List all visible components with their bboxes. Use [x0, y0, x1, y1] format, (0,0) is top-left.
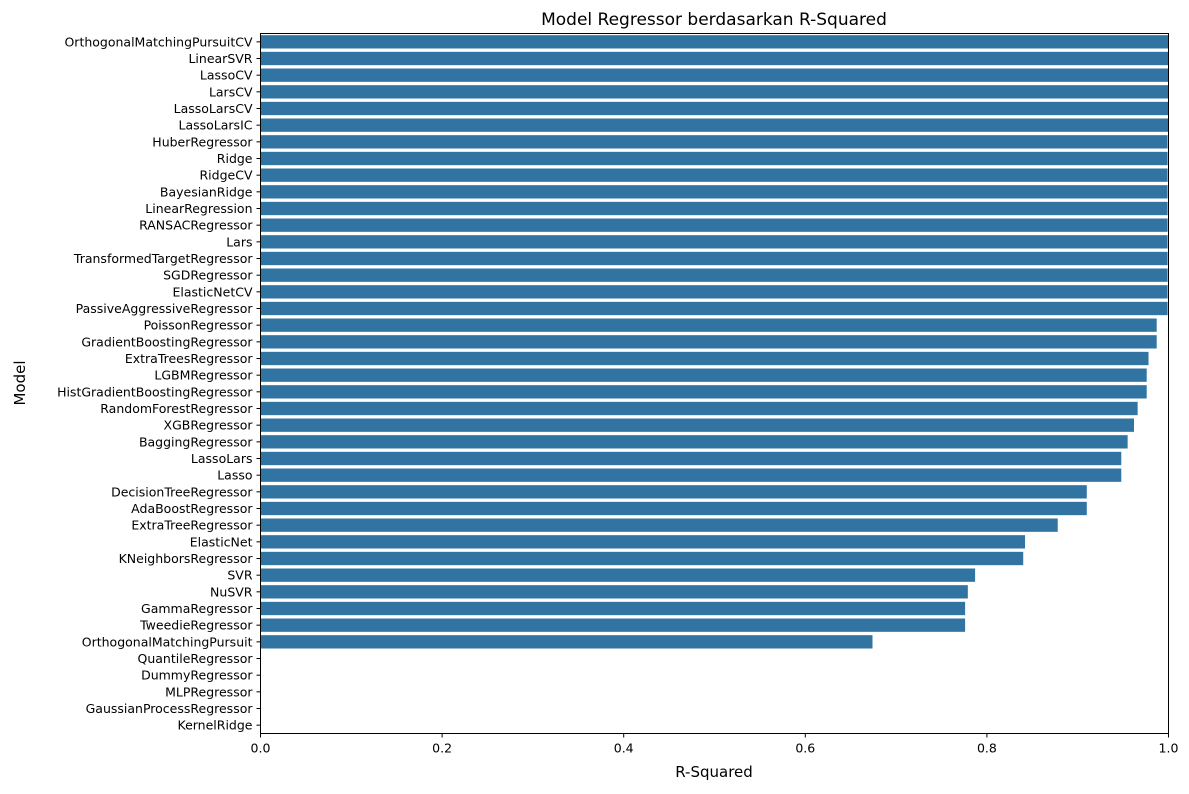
- y-tick-label: RandomForestRegressor: [100, 401, 253, 416]
- y-tick-label: TransformedTargetRegressor: [73, 251, 253, 266]
- y-tick-label: Ridge: [217, 151, 253, 166]
- y-tick-label: ExtraTreesRegressor: [125, 351, 254, 366]
- bar: [260, 535, 1026, 549]
- y-tick-label: LGBMRegressor: [154, 368, 253, 383]
- y-tick-label: SVR: [227, 568, 252, 583]
- bar: [260, 168, 1168, 182]
- y-tick-label: MLPRegressor: [165, 684, 253, 699]
- y-tick-label: LinearRegression: [145, 201, 252, 216]
- x-tick-label: 0.6: [795, 741, 815, 756]
- y-tick-label: RidgeCV: [200, 168, 253, 183]
- y-tick-label: LinearSVR: [188, 51, 252, 66]
- bar: [260, 251, 1168, 266]
- y-tick-label: GammaRegressor: [141, 601, 253, 616]
- y-tick-label: Lars: [226, 234, 252, 249]
- bar: [260, 185, 1168, 199]
- bar: [260, 618, 966, 632]
- y-tick-label: NuSVR: [210, 584, 253, 599]
- bar: [260, 301, 1168, 316]
- bar: [260, 351, 1149, 366]
- y-ticks: OrthogonalMatchingPursuitCV LinearSVR Lass…: [57, 34, 261, 733]
- y-tick-label: BaggingRegressor: [139, 434, 253, 449]
- bar: [260, 401, 1138, 416]
- bar: [260, 101, 1169, 116]
- bar: [260, 268, 1168, 282]
- y-tick-label: PoissonRegressor: [144, 318, 254, 333]
- bar: [260, 368, 1147, 382]
- bar: [260, 135, 1168, 149]
- y-tick-label: ExtraTreeRegressor: [131, 518, 253, 533]
- bar: [260, 585, 968, 599]
- x-tick-label: 0.8: [977, 741, 997, 756]
- y-tick-label: HistGradientBoostingRegressor: [57, 384, 253, 399]
- y-tick-label: LassoLarsCV: [174, 101, 253, 116]
- y-tick-label: LassoLars: [191, 451, 253, 466]
- bar: [260, 551, 1024, 566]
- y-tick-label: LarsCV: [209, 84, 253, 99]
- y-axis-label: Model: [11, 360, 29, 405]
- bar: [260, 235, 1168, 249]
- y-tick-label: AdaBoostRegressor: [131, 501, 253, 516]
- x-ticks: 0.0 0.2 0.4 0.6 0.8 1.0: [251, 733, 1179, 756]
- y-tick-label: XGBRegressor: [164, 418, 254, 433]
- bars-layer: [260, 35, 1169, 649]
- y-tick-label: ElasticNetCV: [172, 284, 252, 299]
- y-tick-label: SGDRegressor: [163, 268, 253, 283]
- bar: [260, 501, 1087, 516]
- bar: [260, 85, 1169, 99]
- y-tick-label: BayesianRidge: [160, 184, 253, 199]
- bar: [260, 218, 1168, 232]
- bar: [260, 451, 1122, 466]
- y-tick-label: GaussianProcessRegressor: [86, 701, 254, 716]
- bar: [260, 485, 1087, 499]
- bar: [260, 318, 1157, 332]
- y-tick-label: DummyRegressor: [141, 668, 253, 683]
- bar: [260, 435, 1128, 449]
- bar: [260, 385, 1147, 399]
- y-tick-label: HuberRegressor: [152, 134, 253, 149]
- bar: [260, 118, 1169, 132]
- bar: [260, 335, 1157, 349]
- y-tick-label: DecisionTreeRegressor: [111, 484, 253, 499]
- x-tick-label: 0.4: [614, 741, 634, 756]
- y-tick-label: OrthogonalMatchingPursuitCV: [64, 34, 252, 49]
- y-tick-label: LassoCV: [200, 68, 253, 83]
- y-tick-label: KNeighborsRegressor: [119, 551, 254, 566]
- bar: [260, 51, 1169, 66]
- y-tick-label: Lasso: [217, 468, 252, 483]
- bar: [260, 468, 1122, 482]
- bar: [260, 635, 873, 649]
- bar: [260, 285, 1168, 299]
- y-tick-label: QuantileRegressor: [138, 651, 254, 666]
- bar: [260, 601, 966, 616]
- bar: [260, 68, 1169, 82]
- chart-title: Model Regressor berdasarkan R-Squared: [541, 10, 887, 30]
- y-tick-label: ElasticNet: [190, 534, 253, 549]
- bar: [260, 201, 1168, 216]
- bar: [260, 35, 1169, 49]
- plot-frame: [260, 33, 1169, 734]
- y-tick-label: OrthogonalMatchingPursuit: [82, 634, 253, 649]
- x-tick-label: 0.0: [251, 741, 271, 756]
- x-axis-label: R-Squared: [675, 763, 753, 781]
- bar: [260, 568, 976, 582]
- y-tick-label: LassoLarsIC: [179, 118, 253, 133]
- y-tick-label: GradientBoostingRegressor: [81, 334, 253, 349]
- y-tick-label: PassiveAggressiveRegressor: [76, 301, 254, 316]
- y-tick-label: KernelRidge: [178, 718, 253, 733]
- y-tick-label: TweedieRegressor: [139, 618, 253, 633]
- bar: [260, 518, 1058, 532]
- bar: [260, 418, 1134, 432]
- y-tick-label: RANSACRegressor: [139, 218, 253, 233]
- x-tick-label: 1.0: [1159, 741, 1179, 756]
- x-tick-label: 0.2: [432, 741, 452, 756]
- bar: [260, 151, 1168, 166]
